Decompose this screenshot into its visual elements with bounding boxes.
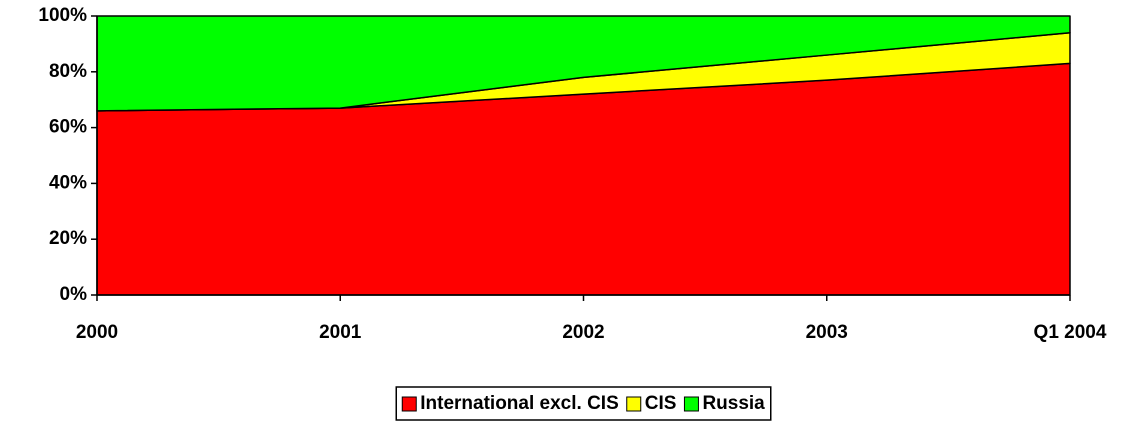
y-tick-label: 60% xyxy=(49,117,87,138)
x-tick-label: 2000 xyxy=(76,322,118,343)
legend-label: CIS xyxy=(645,393,677,414)
x-tick-label: 2001 xyxy=(319,322,362,343)
legend-swatch xyxy=(683,396,699,412)
legend: International excl. CIS CIS Russia xyxy=(395,386,772,421)
y-tick-label: 80% xyxy=(49,61,87,82)
legend-box xyxy=(395,386,772,421)
legend-swatch xyxy=(626,396,642,412)
x-tick-label: 2003 xyxy=(806,322,848,343)
legend-label: International excl. CIS xyxy=(420,393,619,414)
y-tick-label: 20% xyxy=(49,228,87,249)
legend-label: Russia xyxy=(702,393,765,414)
y-tick-label: 100% xyxy=(38,5,87,26)
x-tick-label: 2002 xyxy=(562,322,604,343)
y-tick-label: 0% xyxy=(60,284,88,305)
x-tick-label: Q1 2004 xyxy=(1034,322,1107,343)
area xyxy=(96,15,1071,112)
y-tick-label: 40% xyxy=(49,172,87,193)
legend-swatch xyxy=(401,396,417,412)
